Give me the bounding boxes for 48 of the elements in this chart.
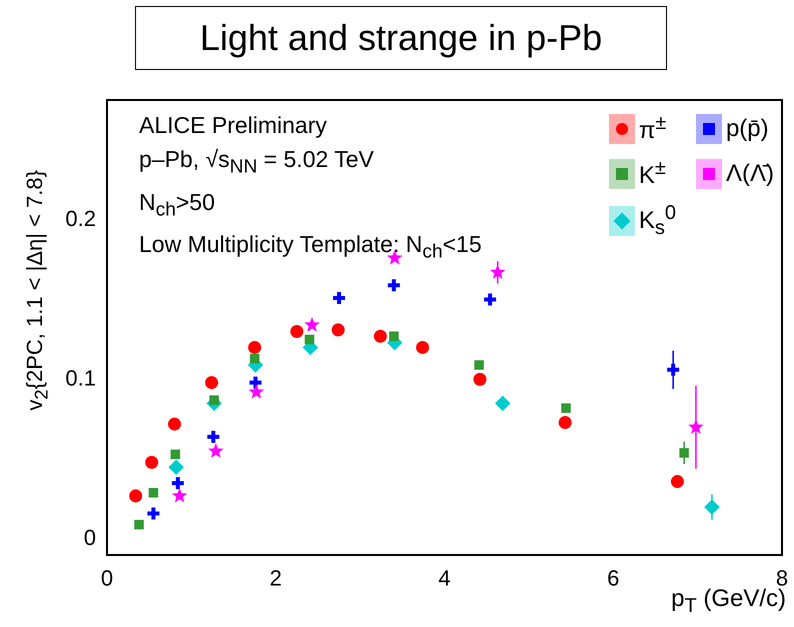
x-tick-label: 6 (607, 565, 620, 590)
point (168, 460, 184, 475)
x-tick-label: 4 (438, 565, 451, 590)
x-axis-title: p$_{T}$ (GeV/c) (671, 585, 786, 618)
point (416, 340, 430, 354)
point (332, 323, 345, 336)
x-tick-label: 0 (100, 565, 114, 590)
point (250, 354, 260, 364)
point (168, 418, 181, 431)
point (473, 372, 486, 386)
point (148, 488, 158, 498)
point (209, 395, 219, 405)
point (558, 416, 572, 429)
point (172, 488, 188, 502)
point (374, 330, 387, 343)
point (248, 374, 264, 391)
point (386, 277, 402, 294)
point (170, 450, 180, 460)
point (304, 317, 320, 332)
x-tick-label: 2 (270, 565, 282, 590)
chart-title: Light and strange in p-Pb (135, 6, 667, 70)
point (474, 360, 484, 370)
point (665, 362, 682, 378)
annotation: p–Pb, √s$_{NN}$ = 5.02 TeV (139, 145, 375, 180)
legend-label: p(p̄) (726, 114, 769, 142)
point (561, 403, 571, 413)
point (134, 520, 144, 530)
legend-label: K$^{±}$ (638, 157, 666, 190)
y-tick-label: 0 (84, 525, 96, 550)
point (129, 489, 142, 502)
point (248, 384, 264, 399)
legend-label: Λ(Λ̄) (726, 160, 774, 188)
point (389, 332, 399, 342)
annotation: N$_{ch}$>50 (139, 188, 216, 222)
legend-label: π$^{±}$ (638, 112, 666, 145)
point (495, 396, 510, 411)
annotation: ALICE Preliminary (139, 111, 328, 140)
point (205, 376, 218, 390)
point (670, 475, 684, 488)
point (248, 340, 262, 354)
point (304, 334, 314, 344)
y-tick-label: 0.2 (65, 206, 96, 231)
point (208, 443, 224, 458)
annotation: Low Multiplicity Template: N$_{ch}$<15 (139, 230, 482, 265)
y-tick-label: 0.1 (65, 365, 96, 390)
point (170, 475, 186, 492)
point (145, 456, 158, 469)
point (205, 428, 222, 445)
